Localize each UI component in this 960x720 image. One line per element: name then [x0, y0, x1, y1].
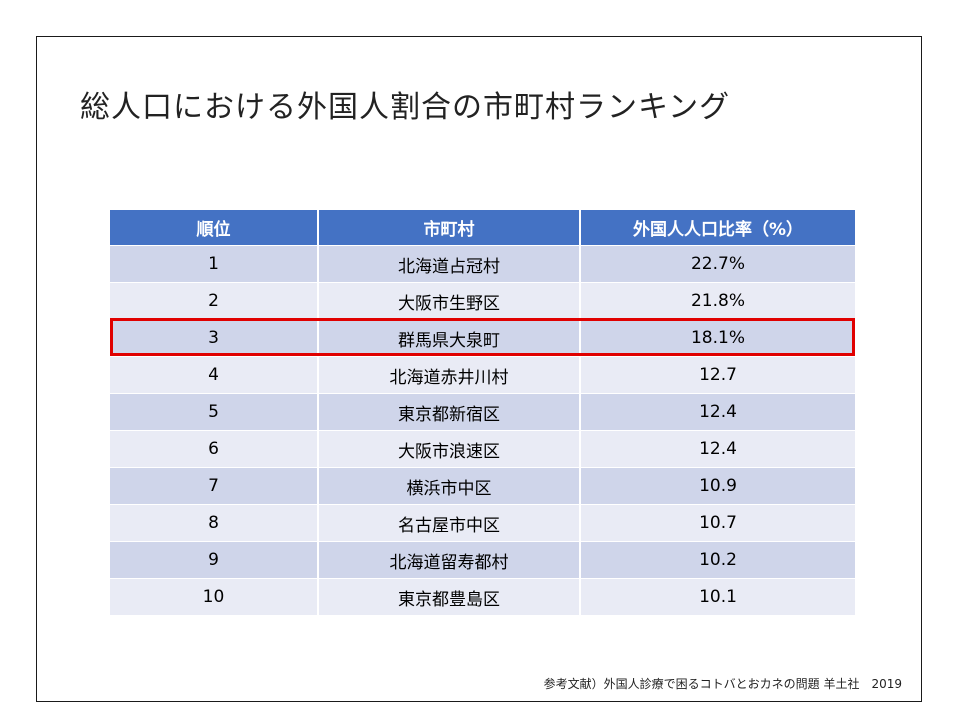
city-cell: 東京都新宿区 — [318, 393, 581, 431]
city-cell: 大阪市浪速区 — [318, 430, 581, 468]
city-cell: 大阪市生野区 — [318, 282, 581, 320]
rate-cell: 22.7% — [580, 245, 855, 283]
table-row: 4 北海道赤井川村 12.7 — [110, 356, 855, 394]
table-row: 9 北海道留寿都村 10.2 — [110, 541, 855, 579]
city-cell: 名古屋市中区 — [318, 504, 581, 542]
rate-cell: 10.1 — [580, 578, 855, 616]
rate-cell: 10.7 — [580, 504, 855, 542]
header-rank: 順位 — [110, 210, 319, 246]
table-row: 2 大阪市生野区 21.8% — [110, 282, 855, 320]
city-cell: 東京都豊島区 — [318, 578, 581, 616]
table-row: 7 横浜市中区 10.9 — [110, 467, 855, 505]
rate-cell: 10.9 — [580, 467, 855, 505]
citation: 参考文献）外国人診療で困るコトバとおカネの問題 羊土社 2019 — [543, 677, 902, 691]
rank-cell: 4 — [110, 356, 319, 394]
rate-cell: 12.4 — [580, 430, 855, 468]
rank-cell: 6 — [110, 430, 319, 468]
rank-cell: 3 — [110, 319, 319, 357]
header-rate: 外国人人口比率（%） — [580, 210, 855, 246]
rate-cell: 12.7 — [580, 356, 855, 394]
table-row: 5 東京都新宿区 12.4 — [110, 393, 855, 431]
rate-cell: 18.1% — [580, 319, 855, 357]
rank-cell: 5 — [110, 393, 319, 431]
ranking-table: 順位 市町村 外国人人口比率（%） 1 北海道占冠村 22.7% 2 大阪市生野… — [110, 210, 855, 616]
city-cell: 北海道占冠村 — [318, 245, 581, 283]
city-cell: 北海道留寿都村 — [318, 541, 581, 579]
table-row: 10 東京都豊島区 10.1 — [110, 578, 855, 616]
rank-cell: 9 — [110, 541, 319, 579]
rate-cell: 21.8% — [580, 282, 855, 320]
city-cell: 横浜市中区 — [318, 467, 581, 505]
rank-cell: 10 — [110, 578, 319, 616]
rate-cell: 12.4 — [580, 393, 855, 431]
rank-cell: 1 — [110, 245, 319, 283]
city-cell: 群馬県大泉町 — [318, 319, 581, 357]
header-city: 市町村 — [318, 210, 581, 246]
table-row: 8 名古屋市中区 10.7 — [110, 504, 855, 542]
city-cell: 北海道赤井川村 — [318, 356, 581, 394]
rank-cell: 7 — [110, 467, 319, 505]
table-row: 1 北海道占冠村 22.7% — [110, 245, 855, 283]
rank-cell: 8 — [110, 504, 319, 542]
slide-title: 総人口における外国人割合の市町村ランキング — [80, 90, 731, 125]
table-row-highlighted: 3 群馬県大泉町 18.1% — [110, 319, 855, 357]
rank-cell: 2 — [110, 282, 319, 320]
table-header-row: 順位 市町村 外国人人口比率（%） — [110, 210, 855, 246]
rate-cell: 10.2 — [580, 541, 855, 579]
table-row: 6 大阪市浪速区 12.4 — [110, 430, 855, 468]
